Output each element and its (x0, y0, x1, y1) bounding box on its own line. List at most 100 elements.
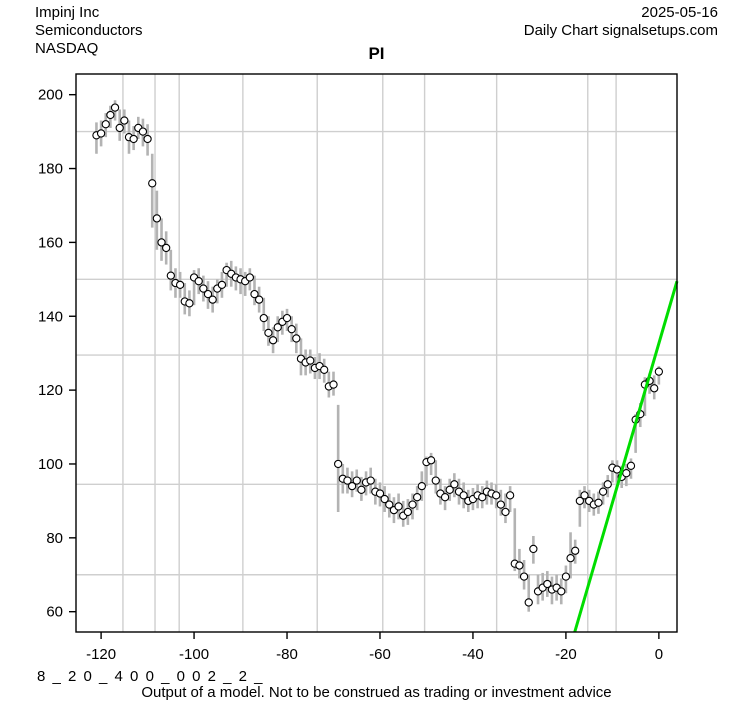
y-tick-label: 200 (38, 87, 63, 104)
close-point (292, 334, 301, 343)
close-point (417, 481, 426, 491)
close-point (101, 120, 110, 129)
close-point (347, 481, 357, 491)
close-point (143, 134, 152, 144)
close-point (129, 134, 138, 144)
close-point (264, 328, 273, 338)
close-point (529, 544, 538, 554)
close-point (268, 336, 278, 345)
close-point (450, 480, 459, 489)
close-point (343, 476, 352, 485)
close-point (96, 129, 106, 138)
x-tick-label: -60 (369, 646, 391, 663)
close-point (166, 271, 175, 280)
x-tick-label: -40 (462, 646, 484, 663)
close-point (478, 493, 487, 502)
close-point (157, 238, 166, 247)
close-point (273, 323, 282, 332)
y-tick-label: 160 (38, 234, 63, 251)
chart-source-label: Daily Chart signalsetups.com (523, 22, 718, 39)
close-point (334, 459, 343, 469)
x-tick-label: -100 (179, 646, 209, 663)
close-point (561, 572, 571, 581)
x-tick-label: 0 (655, 646, 663, 663)
disclaimer-text: Output of a model. Not to be construed a… (141, 684, 612, 701)
close-point (650, 384, 659, 393)
close-point (571, 546, 580, 555)
close-point (408, 500, 417, 509)
close-point (282, 313, 292, 323)
company-name: Impinj Inc (35, 4, 100, 21)
close-point (250, 289, 259, 299)
chart-date: 2025-05-16 (641, 4, 718, 21)
y-tick-label: 100 (38, 456, 63, 473)
close-point (152, 214, 162, 223)
close-point (287, 325, 296, 334)
close-point (245, 273, 254, 282)
close-point (110, 103, 120, 112)
close-point (594, 498, 603, 507)
x-tick-label: -20 (555, 646, 577, 663)
close-point (603, 480, 612, 489)
close-point (654, 367, 664, 376)
close-point (259, 313, 268, 323)
close-point (120, 116, 129, 125)
close-point (524, 598, 533, 607)
close-point (366, 476, 375, 485)
close-point (185, 299, 194, 308)
close-point (501, 507, 510, 517)
x-tick-label: -80 (276, 646, 298, 663)
close-point (380, 494, 389, 504)
close-point (357, 485, 366, 494)
y-tick-label: 180 (38, 161, 63, 178)
close-point (138, 127, 148, 136)
close-point (394, 502, 403, 511)
close-point (557, 587, 566, 596)
close-point (329, 380, 338, 389)
exchange-label: NASDAQ (35, 40, 99, 57)
close-point (115, 123, 124, 133)
close-point (375, 489, 385, 498)
close-point (217, 280, 227, 290)
close-point (208, 295, 217, 304)
y-tick-label: 80 (46, 530, 63, 547)
close-point (175, 280, 185, 290)
close-point (199, 284, 208, 293)
close-point (575, 496, 585, 506)
sector-label: Semiconductors (35, 22, 143, 39)
close-point (612, 465, 622, 474)
close-point (598, 487, 608, 496)
y-tick-label: 60 (46, 604, 63, 621)
close-point (626, 461, 636, 470)
symbol-title: PI (368, 44, 385, 63)
close-point (194, 277, 203, 286)
close-point (622, 469, 631, 478)
close-point (459, 491, 468, 500)
model-code-annotation: 8 _ 2 0 _ 4 0 0 _ 0 0 2 _ 2 _ (37, 668, 264, 685)
close-point (566, 553, 575, 563)
close-point (426, 456, 436, 465)
close-point (492, 491, 501, 500)
close-point (320, 365, 329, 374)
x-tick-label: -120 (86, 646, 116, 663)
close-point (148, 179, 157, 188)
y-tick-label: 120 (38, 382, 63, 399)
close-point (203, 289, 213, 299)
close-point (403, 507, 413, 517)
close-point (496, 500, 505, 509)
close-point (445, 485, 454, 494)
close-point (106, 110, 115, 120)
close-point (543, 579, 552, 589)
close-point (519, 572, 529, 581)
close-point (254, 295, 264, 304)
close-point (505, 491, 515, 500)
close-point (385, 500, 394, 509)
trend-line (573, 280, 679, 633)
y-tick-label: 140 (38, 308, 63, 325)
close-point (162, 243, 171, 253)
close-point (580, 491, 589, 500)
close-point (413, 493, 422, 502)
close-point (306, 356, 315, 365)
close-point (431, 476, 440, 485)
